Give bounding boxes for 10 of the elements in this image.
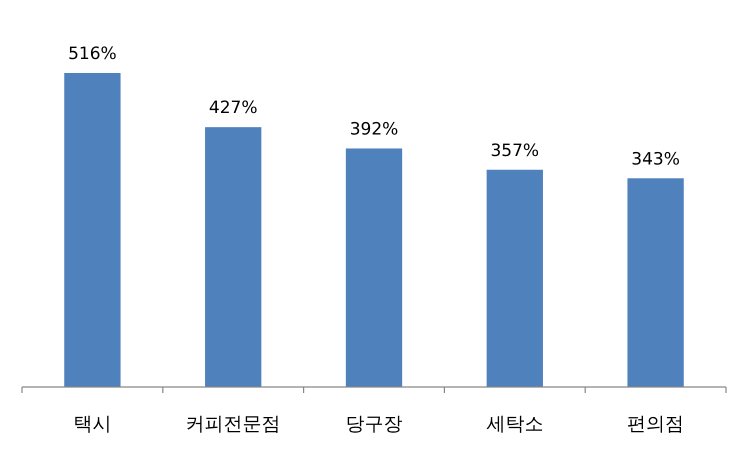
x-tick-label: 편의점 xyxy=(627,413,684,435)
x-tick-label: 택시 xyxy=(73,413,112,435)
x-tick-label: 커피전문점 xyxy=(186,413,281,435)
data-label: 516% xyxy=(68,44,117,64)
data-label: 427% xyxy=(208,98,258,118)
data-label: 392% xyxy=(350,119,398,140)
x-tick-label: 당구장 xyxy=(346,413,402,435)
data-label: 357% xyxy=(490,140,540,161)
x-tick-label: 세탁소 xyxy=(486,413,544,435)
data-label: 343% xyxy=(631,149,680,170)
